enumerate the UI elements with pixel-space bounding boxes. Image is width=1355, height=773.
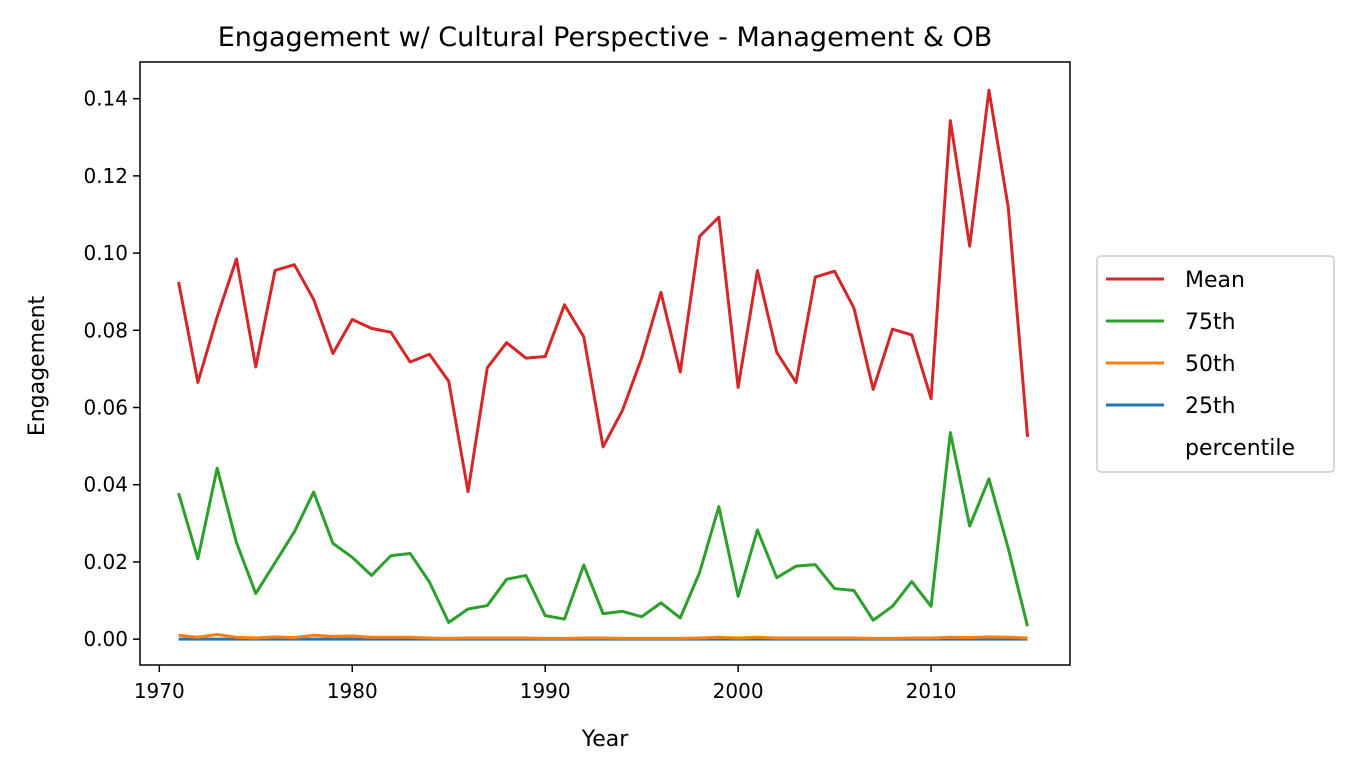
x-tick-label: 2000 [713,679,764,703]
legend-label-25th: 25th [1185,394,1236,419]
y-tick-label: 0.06 [83,396,128,420]
x-tick-label: 1980 [327,679,378,703]
series-line-50th [178,633,1028,640]
legend-label-percentile: percentile [1185,436,1295,461]
y-tick-label: 0.00 [83,627,128,651]
legend-label-mean: Mean [1185,268,1245,293]
y-tick-label: 0.02 [83,550,128,574]
y-tick-label: 0.10 [83,241,128,265]
legend-label-75th: 75th [1185,310,1236,335]
y-tick-label: 0.08 [83,318,128,342]
x-axis-label: Year [581,727,630,752]
x-tick-label: 1970 [134,679,185,703]
legend-box [1096,255,1335,473]
legend-label-50th: 50th [1185,352,1236,377]
y-axis-label: Engagement [25,295,50,436]
y-tick-label: 0.04 [83,473,128,497]
chart-title: Engagement w/ Cultural Perspective - Man… [218,22,993,53]
plot-area [177,88,1030,641]
y-axis: 0.00 0.02 0.04 0.06 0.08 0.10 0.12 0.14 [83,87,140,651]
x-axis: 1970 1980 1990 2000 2010 [134,665,957,703]
series-line-75th [177,431,1030,627]
series-line-mean [177,88,1030,494]
y-tick-label: 0.14 [83,87,128,111]
y-tick-label: 0.12 [83,164,128,188]
x-tick-label: 1990 [520,679,571,703]
x-tick-label: 2010 [906,679,957,703]
axes-frame [139,61,1071,666]
legend: Mean 75th 50th 25th percentile [1096,255,1335,473]
